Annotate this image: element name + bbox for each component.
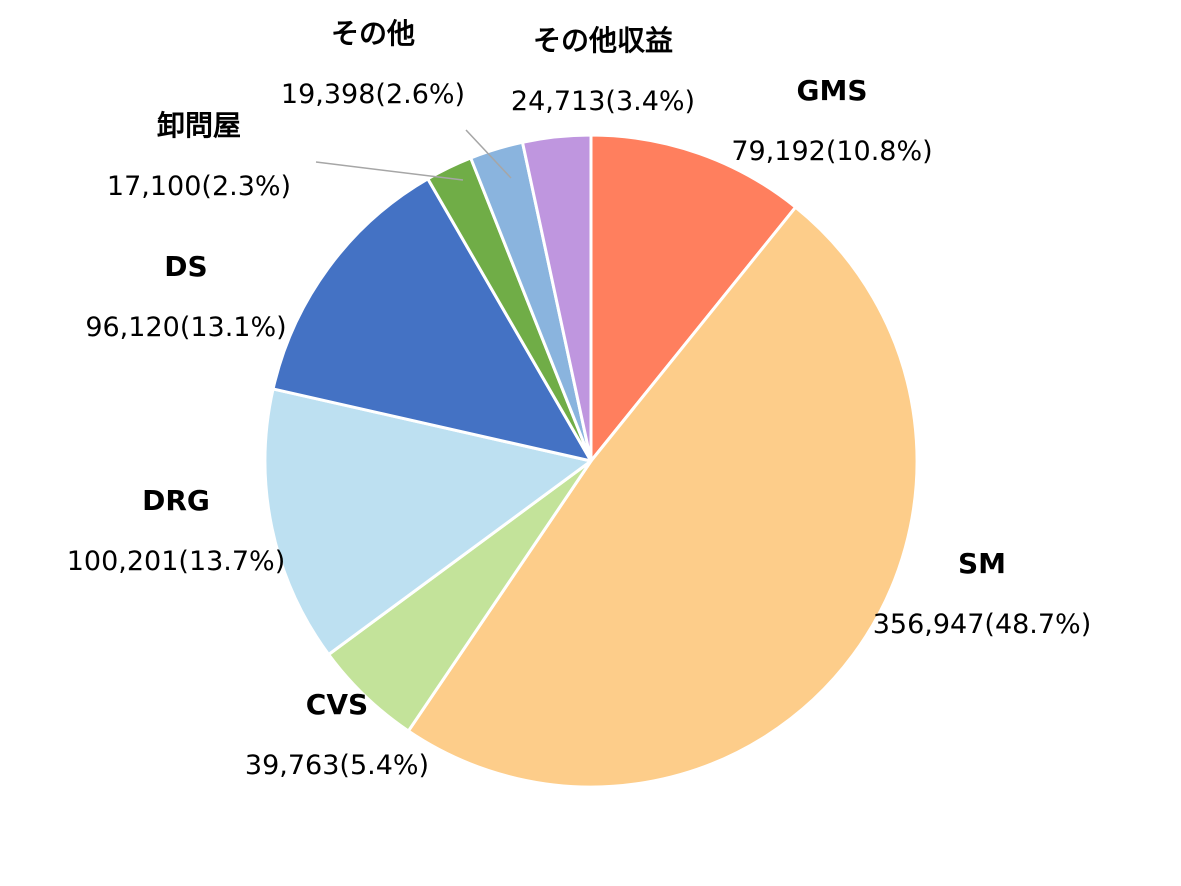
slice-value-label: 96,120(13.1%): [85, 312, 286, 343]
slice-percent: (2.6%): [375, 79, 465, 110]
slice-value: 79,192: [731, 136, 825, 167]
slice-value: 96,120: [85, 312, 179, 343]
leader-line-7: [465, 129, 512, 179]
pie-slice-8: [521, 133, 593, 463]
slice-name-label: 卸問屋: [157, 109, 241, 142]
slice-value: 356,947: [873, 609, 985, 640]
slice-percent: (13.7%): [178, 546, 285, 577]
slice-percent: (5.4%): [339, 750, 429, 781]
pie-slice-5: [271, 177, 593, 463]
leader-line-6: [315, 161, 464, 181]
slice-value: 24,713: [511, 86, 605, 117]
slice-percent: (48.7%): [984, 609, 1091, 640]
slice-value-label: 79,192(10.8%): [731, 136, 932, 167]
slice-labels: GMS 79,192(10.8%) SM 356,947(48.7%) CVS 39,76…: [67, 17, 1092, 781]
slice-percent: (10.8%): [826, 136, 933, 167]
slice-value-label: 19,398(2.6%): [281, 79, 465, 110]
slice-value: 19,398: [281, 79, 375, 110]
slice-value: 100,201: [67, 546, 179, 577]
slice-value-label: 100,201(13.7%): [67, 546, 286, 577]
slice-value-label: 39,763(5.4%): [245, 750, 429, 781]
slice-name-label: CVS: [306, 688, 368, 721]
leader-lines: [315, 129, 512, 181]
pie-slice-1: [589, 133, 798, 463]
pie-slice-4: [263, 387, 593, 656]
slice-percent: (2.3%): [201, 171, 291, 202]
slice-name-label: GMS: [796, 74, 867, 107]
slice-percent: (3.4%): [605, 86, 695, 117]
slice-name-label: その他収益: [533, 24, 673, 57]
slice-name-label: DS: [164, 250, 207, 283]
slice-name-label: その他: [331, 17, 415, 50]
slice-value-label: 17,100(2.3%): [107, 171, 291, 202]
slice-value-label: 356,947(48.7%): [873, 609, 1092, 640]
slice-percent: (13.1%): [180, 312, 287, 343]
slice-value: 39,763: [245, 750, 339, 781]
pie-slices: [263, 133, 919, 789]
slice-value: 17,100: [107, 171, 201, 202]
slice-name-label: DRG: [142, 484, 210, 517]
slice-value-label: 24,713(3.4%): [511, 86, 695, 117]
slice-name-label: SM: [958, 547, 1006, 580]
pie-slice-2: [406, 205, 919, 789]
